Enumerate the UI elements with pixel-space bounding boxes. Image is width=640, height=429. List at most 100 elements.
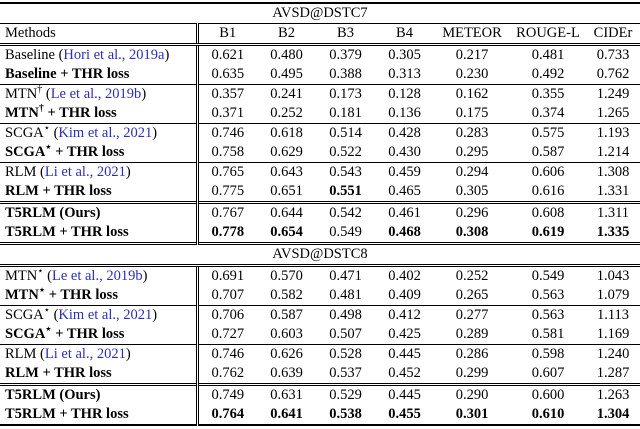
table-row: SCGA⋆ (Kim et al., 2021) 0.746 0.618 0.514 0… bbox=[0, 123, 640, 143]
method-cell: RLM (Li et al., 2021) bbox=[0, 162, 197, 182]
metric-value-cell: 0.252 bbox=[455, 268, 489, 284]
metric-value-cell: 0.498 bbox=[316, 305, 375, 325]
method-name: RLM bbox=[5, 365, 39, 381]
metric-value-cell: 1.308 bbox=[586, 162, 640, 182]
metric-value-cell: 0.765 bbox=[195, 162, 257, 182]
metric-value-cell: 0.357 bbox=[195, 84, 257, 104]
metric-value-cell: 0.746 bbox=[195, 344, 257, 364]
method-cell: Baseline + THR loss bbox=[0, 65, 197, 85]
metric-value-cell: 0.542 bbox=[316, 201, 375, 223]
citation-link[interactable]: Kim et al., 2021 bbox=[58, 307, 153, 323]
method-suffix: + THR loss bbox=[51, 326, 125, 342]
metric-value-cell: 0.582 bbox=[270, 287, 303, 303]
method-suffix: + THR loss bbox=[43, 105, 117, 121]
metric-value-cell: 0.563 bbox=[531, 287, 565, 303]
metric-value-cell: 0.549 bbox=[531, 268, 565, 284]
metric-value-cell: 0.600 bbox=[510, 383, 586, 405]
method-cell: MTN† + THR loss bbox=[0, 104, 197, 124]
citation-link[interactable]: Le et al., 2019b bbox=[50, 86, 142, 102]
method-cell: SCGA⋆ + THR loss bbox=[0, 325, 197, 345]
metric-value-cell: 0.305 bbox=[455, 183, 489, 199]
column-header: ROUGE-L bbox=[510, 23, 586, 46]
method-cell: RLM + THR loss bbox=[0, 364, 197, 385]
metric-value-cell: 0.767 bbox=[195, 201, 257, 223]
column-header: B4 bbox=[375, 23, 434, 46]
metric-value-cell: 0.286 bbox=[434, 344, 510, 364]
method-name: RLM bbox=[5, 164, 37, 180]
metric-value-cell: 0.301 bbox=[455, 406, 489, 422]
method-cell: RLM + THR loss bbox=[0, 182, 197, 203]
method-superscript: ⋆ bbox=[45, 325, 52, 336]
table-row: Baseline + THR loss 0.635 0.495 0.388 0.313 0… bbox=[0, 65, 640, 85]
metric-value-cell: 0.529 bbox=[316, 383, 375, 405]
table-row: SCGA⋆ (Kim et al., 2021) 0.706 0.587 0.498 0… bbox=[0, 305, 640, 325]
citation-link[interactable]: Li et al., 2021 bbox=[44, 164, 126, 180]
metric-value-cell: 0.543 bbox=[316, 162, 375, 182]
metric-value-cell: 0.618 bbox=[257, 123, 316, 143]
method-cell: RLM (Li et al., 2021) bbox=[0, 344, 197, 364]
metric-value-cell: 0.265 bbox=[455, 287, 489, 303]
metric-value-cell: 1.113 bbox=[586, 305, 640, 325]
method-cell: MTN⋆ + THR loss bbox=[0, 286, 197, 306]
method-name: RLM bbox=[5, 346, 37, 362]
metric-value-cell: 0.305 bbox=[388, 47, 421, 63]
metric-value-cell: 0.283 bbox=[434, 123, 510, 143]
citation-link[interactable]: Le et al., 2019b bbox=[51, 268, 143, 284]
method-suffix: + THR loss bbox=[56, 66, 130, 82]
metric-value-cell: 0.425 bbox=[388, 326, 421, 342]
metric-value-cell: 0.495 bbox=[270, 66, 303, 82]
method-superscript: ⋆ bbox=[43, 123, 50, 135]
metric-value-cell: 0.452 bbox=[388, 365, 421, 381]
metric-value-cell: 0.313 bbox=[388, 66, 421, 82]
method-superscript: ⋆ bbox=[38, 286, 46, 297]
metric-value-cell: 0.480 bbox=[270, 47, 303, 63]
metric-value-cell: 0.241 bbox=[257, 84, 316, 104]
metric-value-cell: 0.606 bbox=[510, 162, 586, 182]
table-row: T5RLM + THR loss 0.764 0.641 0.538 0.455 0.30… bbox=[0, 405, 640, 425]
method-cell: Baseline (Hori et al., 2019a) bbox=[5, 47, 170, 63]
metric-value-cell: 0.629 bbox=[270, 144, 303, 160]
method-suffix: + THR loss bbox=[55, 406, 129, 422]
column-header: CIDEr bbox=[586, 23, 640, 46]
metric-value-cell: 0.290 bbox=[434, 383, 510, 405]
table-row: SCGA⋆ + THR loss 0.727 0.603 0.507 0.425 0.28… bbox=[0, 325, 640, 345]
table-row: T5RLM (Ours) 0.749 0.631 0.529 0.445 0.290 0.6… bbox=[0, 383, 640, 405]
method-name: SCGA bbox=[5, 326, 46, 342]
metric-value-cell: 0.598 bbox=[510, 344, 586, 364]
metric-value-cell: 0.626 bbox=[257, 344, 316, 364]
method-suffix: (Ours) bbox=[55, 387, 101, 403]
table-row: MTN† + THR loss 0.371 0.252 0.181 0.136 0.175… bbox=[0, 104, 640, 124]
citation-link[interactable]: Kim et al., 2021 bbox=[58, 125, 153, 141]
table-row: MTN⋆ + THR loss 0.707 0.582 0.481 0.409 0.265… bbox=[0, 286, 640, 306]
metric-value-cell: 0.371 bbox=[195, 104, 257, 124]
column-header: B1 bbox=[195, 23, 257, 46]
table-row: T5RLM + THR loss 0.778 0.654 0.549 0.468 0.30… bbox=[0, 223, 640, 244]
metric-value-cell: 0.514 bbox=[316, 123, 375, 143]
metric-value-cell: 1.079 bbox=[596, 287, 630, 303]
metric-value-cell: 1.193 bbox=[586, 123, 640, 143]
citation-link[interactable]: Li et al., 2021 bbox=[44, 346, 126, 362]
metric-value-cell: 0.507 bbox=[329, 326, 362, 342]
metric-value-cell: 1.304 bbox=[596, 406, 630, 422]
column-header-row: Methods B1 B2 B3 B4 METEOR ROUGE-L CIDEr bbox=[0, 23, 640, 46]
metric-value-cell: 0.587 bbox=[531, 144, 565, 160]
method-name: T5RLM bbox=[5, 406, 56, 422]
method-superscript: ⋆ bbox=[37, 266, 44, 278]
metric-value-cell: 0.374 bbox=[531, 105, 565, 121]
method-name: MTN bbox=[5, 268, 38, 284]
metric-value-cell: 0.608 bbox=[510, 201, 586, 223]
citation-link[interactable]: Hori et al., 2019a bbox=[63, 47, 165, 63]
table-row: RLM + THR loss 0.775 0.651 0.551 0.465 0.305 0… bbox=[0, 182, 640, 203]
metric-value-cell: 0.492 bbox=[531, 66, 565, 82]
metric-value-cell: 0.549 bbox=[329, 224, 362, 240]
metric-value-cell: 0.707 bbox=[195, 286, 257, 306]
metric-value-cell: 0.639 bbox=[270, 365, 303, 381]
method-name: MTN bbox=[5, 105, 39, 121]
method-name: MTN bbox=[5, 86, 38, 102]
method-cell: T5RLM (Ours) bbox=[0, 383, 197, 405]
metric-value-cell: 1.249 bbox=[586, 84, 640, 104]
metric-value-cell: 1.287 bbox=[596, 365, 630, 381]
section-title: AVSD@DSTC7 bbox=[0, 3, 640, 24]
method-name: Baseline bbox=[5, 66, 57, 82]
